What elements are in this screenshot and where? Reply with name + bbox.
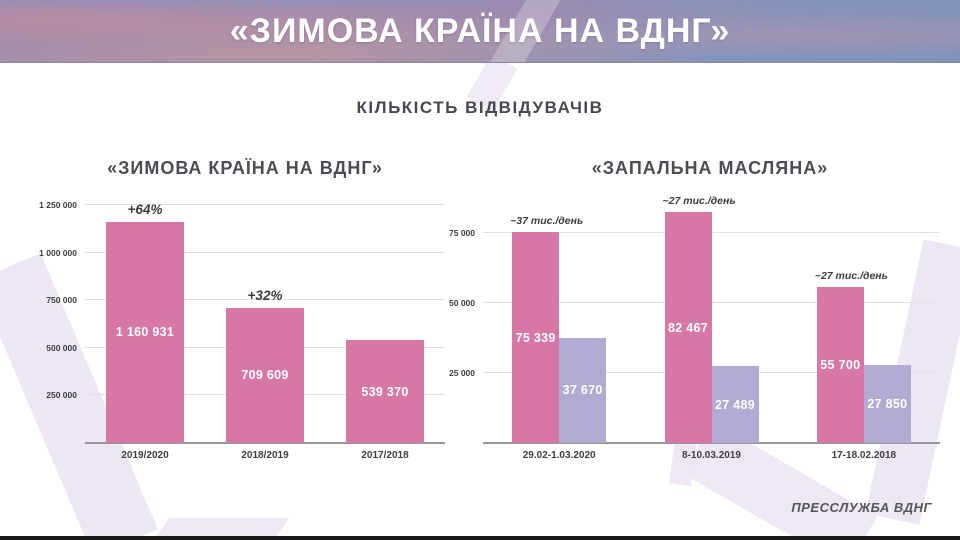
x-tick-label: 8-10.03.2019 (682, 450, 741, 461)
bar-value-label: 75 339 (515, 330, 556, 345)
bar-value-label: 539 370 (361, 384, 409, 399)
y-tick-label: 500 000 (46, 342, 77, 353)
bar: 27 489 (711, 366, 759, 443)
grid-line (85, 251, 445, 253)
y-tick-label: 250 000 (46, 390, 77, 401)
bar-annotation: +64% (127, 201, 163, 217)
decor-bottom-strip (0, 536, 960, 540)
grid-line (85, 204, 445, 205)
slide-title: «ЗИМОВА КРАЇНА НА ВДНГ» (229, 12, 731, 50)
bar-value-label: 55 700 (820, 358, 861, 373)
bar: 1 160 931 (106, 221, 184, 443)
grid-line (483, 232, 940, 233)
header-banner: «ЗИМОВА КРАЇНА НА ВДНГ» (0, 0, 960, 63)
bar: 539 370 (346, 340, 424, 443)
y-tick-label: 1 250 000 (39, 200, 77, 210)
bar-annotation: ~37 тис./день (510, 215, 584, 228)
chart-title: «ЗИМОВА КРАЇНА НА ВДНГ» (107, 158, 383, 178)
bar: 37 670 (559, 337, 607, 443)
grid-line (483, 302, 940, 303)
grid-line (85, 299, 445, 301)
x-tick-label: 2019/2020 (121, 450, 169, 461)
y-tick-label: 50 000 (449, 298, 475, 309)
y-tick-label: 25 000 (449, 368, 475, 379)
chart-zapalna-maslyana: «ЗАПАЛЬНА МАСЛЯНА» 75 000 50 000 25 000 75 … (449, 150, 960, 480)
slide-subtitle: КІЛЬКІСТЬ ВІДВІДУВАЧІВ (356, 98, 604, 117)
bar-annotation: +32% (247, 287, 283, 303)
x-axis-line (483, 442, 940, 444)
bar: 27 850 (863, 365, 911, 443)
y-tick-label: 75 000 (449, 228, 475, 239)
bar-value-label: 27 850 (867, 397, 908, 412)
bar-annotation: ~27 тис./день (662, 195, 736, 208)
y-tick-label: 1 000 000 (39, 247, 77, 258)
plot-area: 75 000 50 000 25 000 75 339 37 670 ~37 тис./д… (449, 195, 940, 461)
bar: 709 609 (226, 307, 304, 443)
chart-zimova-kraina: «ЗИМОВА КРАЇНА НА ВДНГ» 1 250 000 1 000 0… (30, 150, 460, 480)
x-tick-label: 2017/2018 (361, 450, 409, 461)
plot-area: 1 250 000 1 000 000 750 000 500 000 250 000 1… (39, 200, 445, 461)
bar: 82 467 (664, 212, 712, 443)
bar-value-label: 82 467 (667, 320, 709, 335)
bar-value-label: 709 609 (241, 368, 289, 383)
chart-title: «ЗАПАЛЬНА МАСЛЯНА» (591, 158, 829, 178)
x-tick-label: 2018/2019 (241, 450, 289, 461)
x-axis-line (85, 442, 445, 444)
bar-value-label: 37 670 (562, 383, 603, 398)
bar: 55 700 (816, 287, 864, 443)
x-tick-label: 29.02-1.03.2020 (522, 450, 596, 461)
x-tick-label: 17-18.02.2018 (831, 450, 897, 461)
bar-value-label: 1 160 931 (115, 325, 175, 340)
y-tick-label: 750 000 (46, 295, 77, 306)
press-service-credit: ПРЕССЛУЖБА ВДНГ (791, 500, 932, 515)
bar-value-label: 27 489 (714, 397, 756, 412)
bar-annotation: ~27 тис./день (814, 270, 888, 283)
bar: 75 339 (512, 232, 560, 443)
